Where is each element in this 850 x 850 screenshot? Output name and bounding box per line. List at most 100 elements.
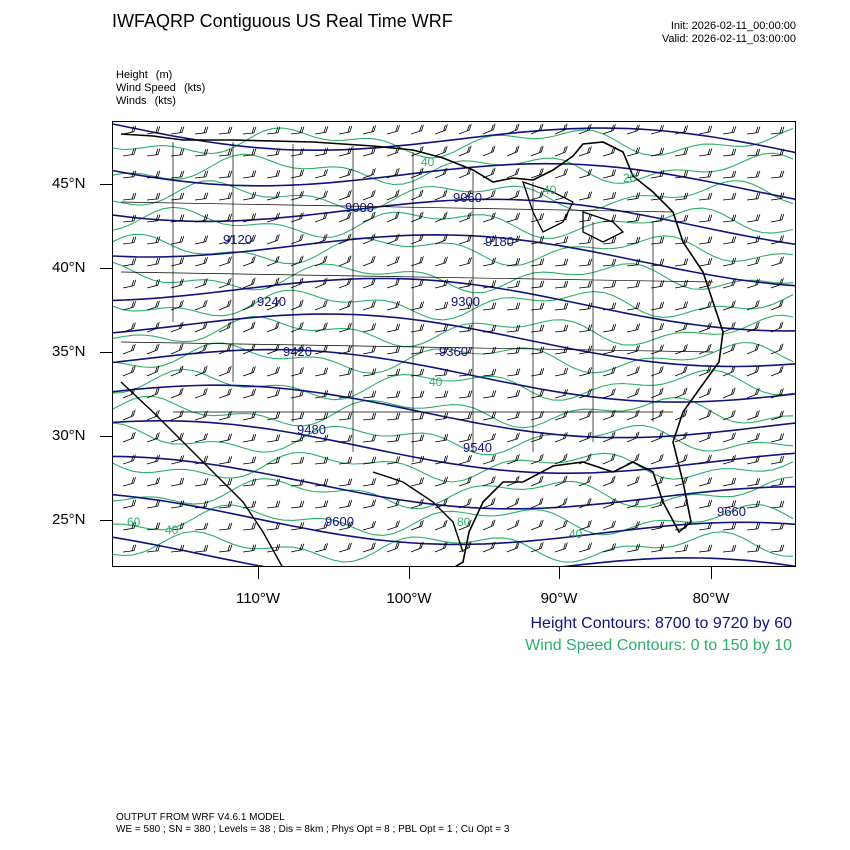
wind-barb	[578, 475, 592, 487]
wind-barb	[122, 192, 137, 201]
wind-barb	[194, 478, 209, 487]
wind-barb	[674, 476, 688, 487]
wind-barb	[626, 147, 641, 157]
wind-barb	[386, 520, 400, 531]
wind-barb	[314, 255, 328, 267]
wind-barb	[482, 324, 497, 333]
wind-barb	[290, 169, 305, 179]
wind-barb	[794, 551, 795, 552]
wind-barb	[410, 346, 425, 355]
wind-label: 20	[623, 171, 637, 185]
init-time: Init: 2026-02-11_00:00:00	[670, 20, 796, 32]
wind-barb	[362, 368, 377, 377]
wind-barb	[362, 478, 377, 487]
wind-barb	[698, 257, 713, 267]
wind-barb	[746, 170, 761, 179]
wind-barb	[314, 478, 329, 487]
wind-barb	[314, 322, 328, 333]
wind-barb	[410, 541, 424, 553]
wind-barb	[506, 346, 521, 355]
wind-barb	[434, 519, 448, 531]
wind-barb	[434, 167, 448, 179]
wind-barb	[146, 365, 160, 377]
wind-barb	[794, 309, 795, 310]
height-label: 9300	[451, 294, 480, 309]
wind-barb	[530, 346, 545, 355]
height-label: 9540	[463, 440, 492, 455]
wind-barb	[386, 300, 400, 311]
wind-contour-line	[113, 368, 794, 401]
wind-barb	[122, 322, 136, 333]
wind-barb	[146, 343, 160, 355]
wind-barb	[698, 454, 712, 465]
wind-barb	[530, 235, 545, 245]
valid-time: Valid: 2026-02-11_03:00:00	[661, 33, 796, 45]
wind-barb	[194, 433, 208, 443]
wind-barb	[698, 192, 713, 201]
wind-contour-line	[113, 476, 794, 510]
wind-barb	[386, 167, 400, 179]
wind-barb	[722, 454, 736, 465]
wind-barb	[458, 497, 472, 509]
lon-label-80: 80°W	[692, 590, 730, 607]
height-label: 9660	[717, 504, 746, 519]
wind-barb	[242, 478, 257, 487]
wind-barb	[242, 343, 256, 355]
wind-barb	[242, 148, 257, 157]
wind-barb	[554, 168, 568, 179]
lon-label-110: 110°W	[235, 590, 281, 607]
wind-barb	[362, 499, 377, 509]
wind-barb	[122, 279, 137, 289]
wind-barb	[578, 123, 592, 135]
wind-barb	[650, 344, 664, 355]
wind-barb	[194, 321, 208, 333]
wind-barb	[410, 167, 424, 179]
wind-barb	[650, 170, 665, 179]
wind-barb	[530, 123, 544, 135]
wind-barb	[698, 477, 713, 487]
wind-barb	[578, 431, 592, 443]
wind-barb	[218, 256, 232, 267]
wind-barb	[674, 365, 688, 377]
height-contour-labels: 9000 9060 9120 9180 9240 9300 9360 9420 …	[223, 190, 746, 529]
wind-barb	[506, 368, 521, 377]
wind-barb	[386, 346, 401, 355]
wind-barb	[674, 409, 688, 421]
wind-barb	[794, 199, 795, 200]
wind-barb	[242, 256, 256, 267]
wind-barb	[170, 477, 185, 487]
wind-barb	[602, 191, 617, 201]
wind-barb	[170, 278, 184, 289]
wind-barb	[578, 280, 593, 289]
wind-barb	[386, 124, 400, 135]
wind-barb	[650, 453, 664, 465]
lat-tick	[100, 520, 112, 521]
wind-barb	[578, 302, 593, 311]
wind-barb	[146, 544, 161, 553]
wind-barb	[746, 235, 761, 245]
variable-unit: (m)	[155, 69, 173, 81]
wind-barb	[650, 521, 665, 531]
wind-barb	[194, 388, 208, 399]
wind-barb	[770, 410, 784, 421]
wind-barb	[746, 321, 760, 333]
wind-barb	[170, 500, 185, 509]
wind-contour-line	[113, 206, 794, 239]
wind-barb	[530, 497, 544, 509]
wind-barb	[122, 544, 137, 553]
map-canvas: 9000 9060 9120 9180 9240 9300 9360 9420 …	[113, 123, 795, 566]
wind-barb	[410, 520, 424, 531]
wind-barb	[746, 365, 760, 377]
wind-barb	[290, 212, 304, 223]
wind-barb	[362, 542, 376, 553]
wind-barb	[290, 255, 304, 267]
wind-barb	[530, 389, 545, 399]
wind-barb	[266, 543, 281, 553]
wind-barb	[626, 366, 640, 377]
wind-barb	[434, 124, 448, 135]
lat-label-45: 45°N	[52, 175, 86, 192]
wind-barb	[410, 412, 425, 421]
wind-barb	[338, 478, 353, 487]
wind-barb	[482, 167, 496, 179]
wind-barb	[314, 147, 329, 157]
